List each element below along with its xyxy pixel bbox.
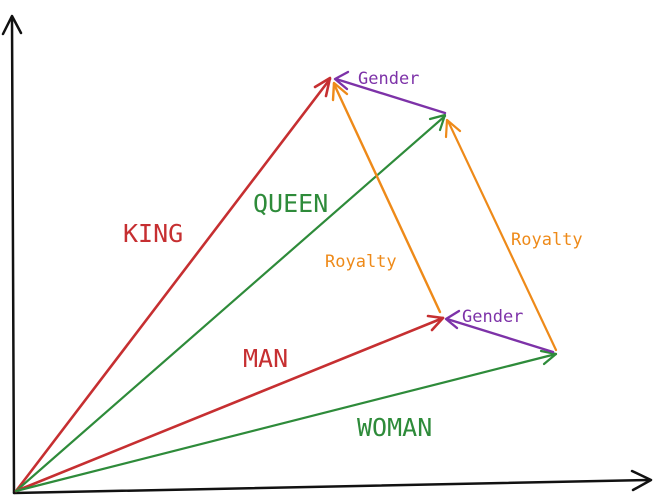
label-queen: QUEEN [253,189,328,218]
king-vector [14,76,332,493]
royalty-vector-right [444,118,558,352]
queen-vector [14,113,447,493]
axes [1,14,653,495]
woman-vector [14,349,558,493]
label-gender-bottom: Gender [462,307,523,327]
label-royalty-right: Royalty [511,230,583,250]
y-axis [10,16,16,495]
royalty-vector-left [331,81,442,314]
gender-vector-top [333,70,447,115]
label-woman: WOMAN [357,413,432,442]
label-king: KING [123,219,183,248]
label-man: MAN [243,344,288,373]
label-gender-top: Gender [358,69,419,89]
y-axis-arrowhead [1,14,23,36]
man-vector [14,314,445,493]
x-axis-arrowhead [630,469,653,492]
label-royalty-left: Royalty [325,252,397,272]
x-axis [12,478,652,495]
gender-vector-bottom [444,309,555,354]
